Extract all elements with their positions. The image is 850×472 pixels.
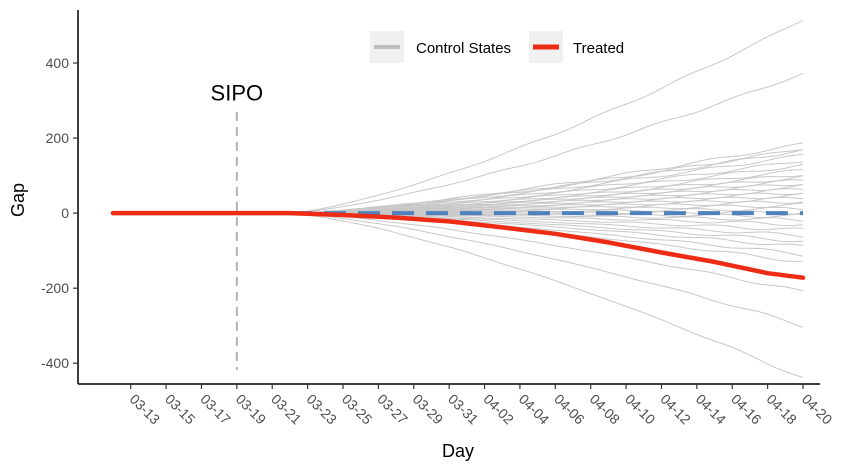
x-tick-label: 04-08 (587, 391, 624, 428)
y-axis-title: Gap (8, 183, 28, 217)
x-tick-label: 03-19 (233, 391, 270, 428)
x-tick-label: 04-16 (728, 391, 765, 428)
treated-line (110, 210, 806, 280)
x-tick-label: 03-31 (445, 391, 482, 428)
x-tick-label: 03-25 (339, 391, 376, 428)
y-tick-label: -400 (41, 355, 69, 371)
x-tick-label: 04-04 (516, 391, 553, 428)
x-tick-label: 03-17 (197, 391, 234, 428)
y-axis-ticks: -400 -200 0 200 400 (41, 55, 78, 371)
y-tick-label: 400 (46, 55, 70, 71)
x-tick-label: 04-12 (657, 391, 694, 428)
x-tick-label: 04-10 (622, 391, 659, 428)
x-tick-label: 04-14 (693, 391, 730, 428)
legend-label-treated: Treated (573, 40, 624, 57)
y-tick-label: 200 (46, 130, 70, 146)
y-tick-label: 0 (61, 205, 69, 221)
x-tick-label: 03-21 (268, 391, 305, 428)
x-tick-label: 04-02 (480, 391, 517, 428)
x-tick-label: 03-29 (410, 391, 447, 428)
x-tick-label: 04-06 (551, 391, 588, 428)
x-tick-label: 04-18 (763, 391, 800, 428)
treated-series-group (110, 210, 806, 280)
x-axis-ticks: 03-1303-1503-1703-1903-2103-2303-2503-27… (127, 384, 836, 428)
x-tick-label: 04-20 (799, 391, 836, 428)
y-tick-label: -200 (41, 280, 69, 296)
x-tick-label: 03-15 (162, 391, 199, 428)
control-series-group (113, 20, 804, 378)
legend: Control States Treated (370, 31, 624, 63)
x-tick-label: 03-27 (374, 391, 411, 428)
sipo-label: SIPO (211, 81, 264, 106)
x-tick-label: 03-23 (303, 391, 340, 428)
sipo-annotation: SIPO (211, 81, 264, 370)
x-axis-title: Day (442, 441, 474, 461)
legend-label-control: Control States (416, 40, 511, 57)
x-tick-label: 03-13 (127, 391, 164, 428)
